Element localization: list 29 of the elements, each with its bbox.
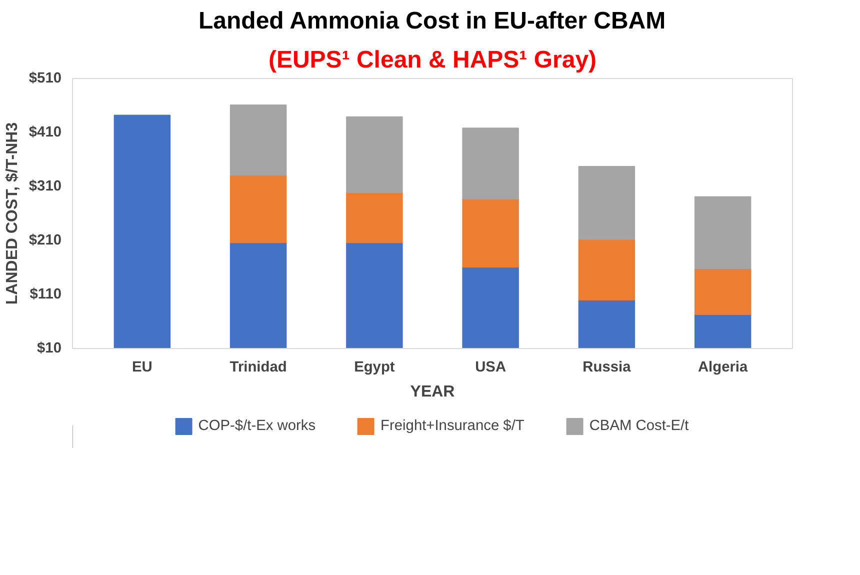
- bar: [578, 166, 636, 240]
- y-tick-label: $310: [28, 178, 62, 194]
- x-tick-label: EU: [132, 360, 152, 376]
- y-tick-label: $10: [37, 340, 62, 356]
- x-tick-label: Egypt: [354, 360, 395, 376]
- x-tick-label: Algeria: [698, 360, 749, 376]
- bar: [578, 238, 636, 300]
- bar: [230, 174, 287, 244]
- y-tick-label: $110: [30, 286, 62, 302]
- bar: [462, 198, 519, 268]
- x-tick-label: USA: [475, 360, 506, 376]
- bar: [346, 116, 403, 193]
- bar: [462, 128, 519, 200]
- x-axis-title: YEAR: [410, 384, 456, 400]
- x-tick-label: Russia: [582, 360, 632, 376]
- chart-subtitle: (EUPS¹ Clean & HAPS¹ Gray): [268, 46, 597, 74]
- y-tick-label: $210: [28, 232, 62, 248]
- x-tick-label: Trinidad: [230, 360, 287, 376]
- y-axis-title: LANDED COST, $/T-NH3: [4, 122, 21, 305]
- bar: [346, 192, 403, 244]
- legend-label: COP-$/t-Ex works: [198, 418, 316, 434]
- y-tick-label: $410: [28, 124, 62, 140]
- legend-label: Freight+Insurance $/T: [380, 418, 524, 434]
- bar: [694, 196, 752, 270]
- y-tick-label: $510: [28, 70, 62, 86]
- bar: [230, 104, 287, 176]
- chart-title: Landed Ammonia Cost in EU-after CBAM: [198, 8, 666, 34]
- bar: [694, 268, 752, 315]
- legend-label: CBAM Cost-E/t: [589, 418, 689, 434]
